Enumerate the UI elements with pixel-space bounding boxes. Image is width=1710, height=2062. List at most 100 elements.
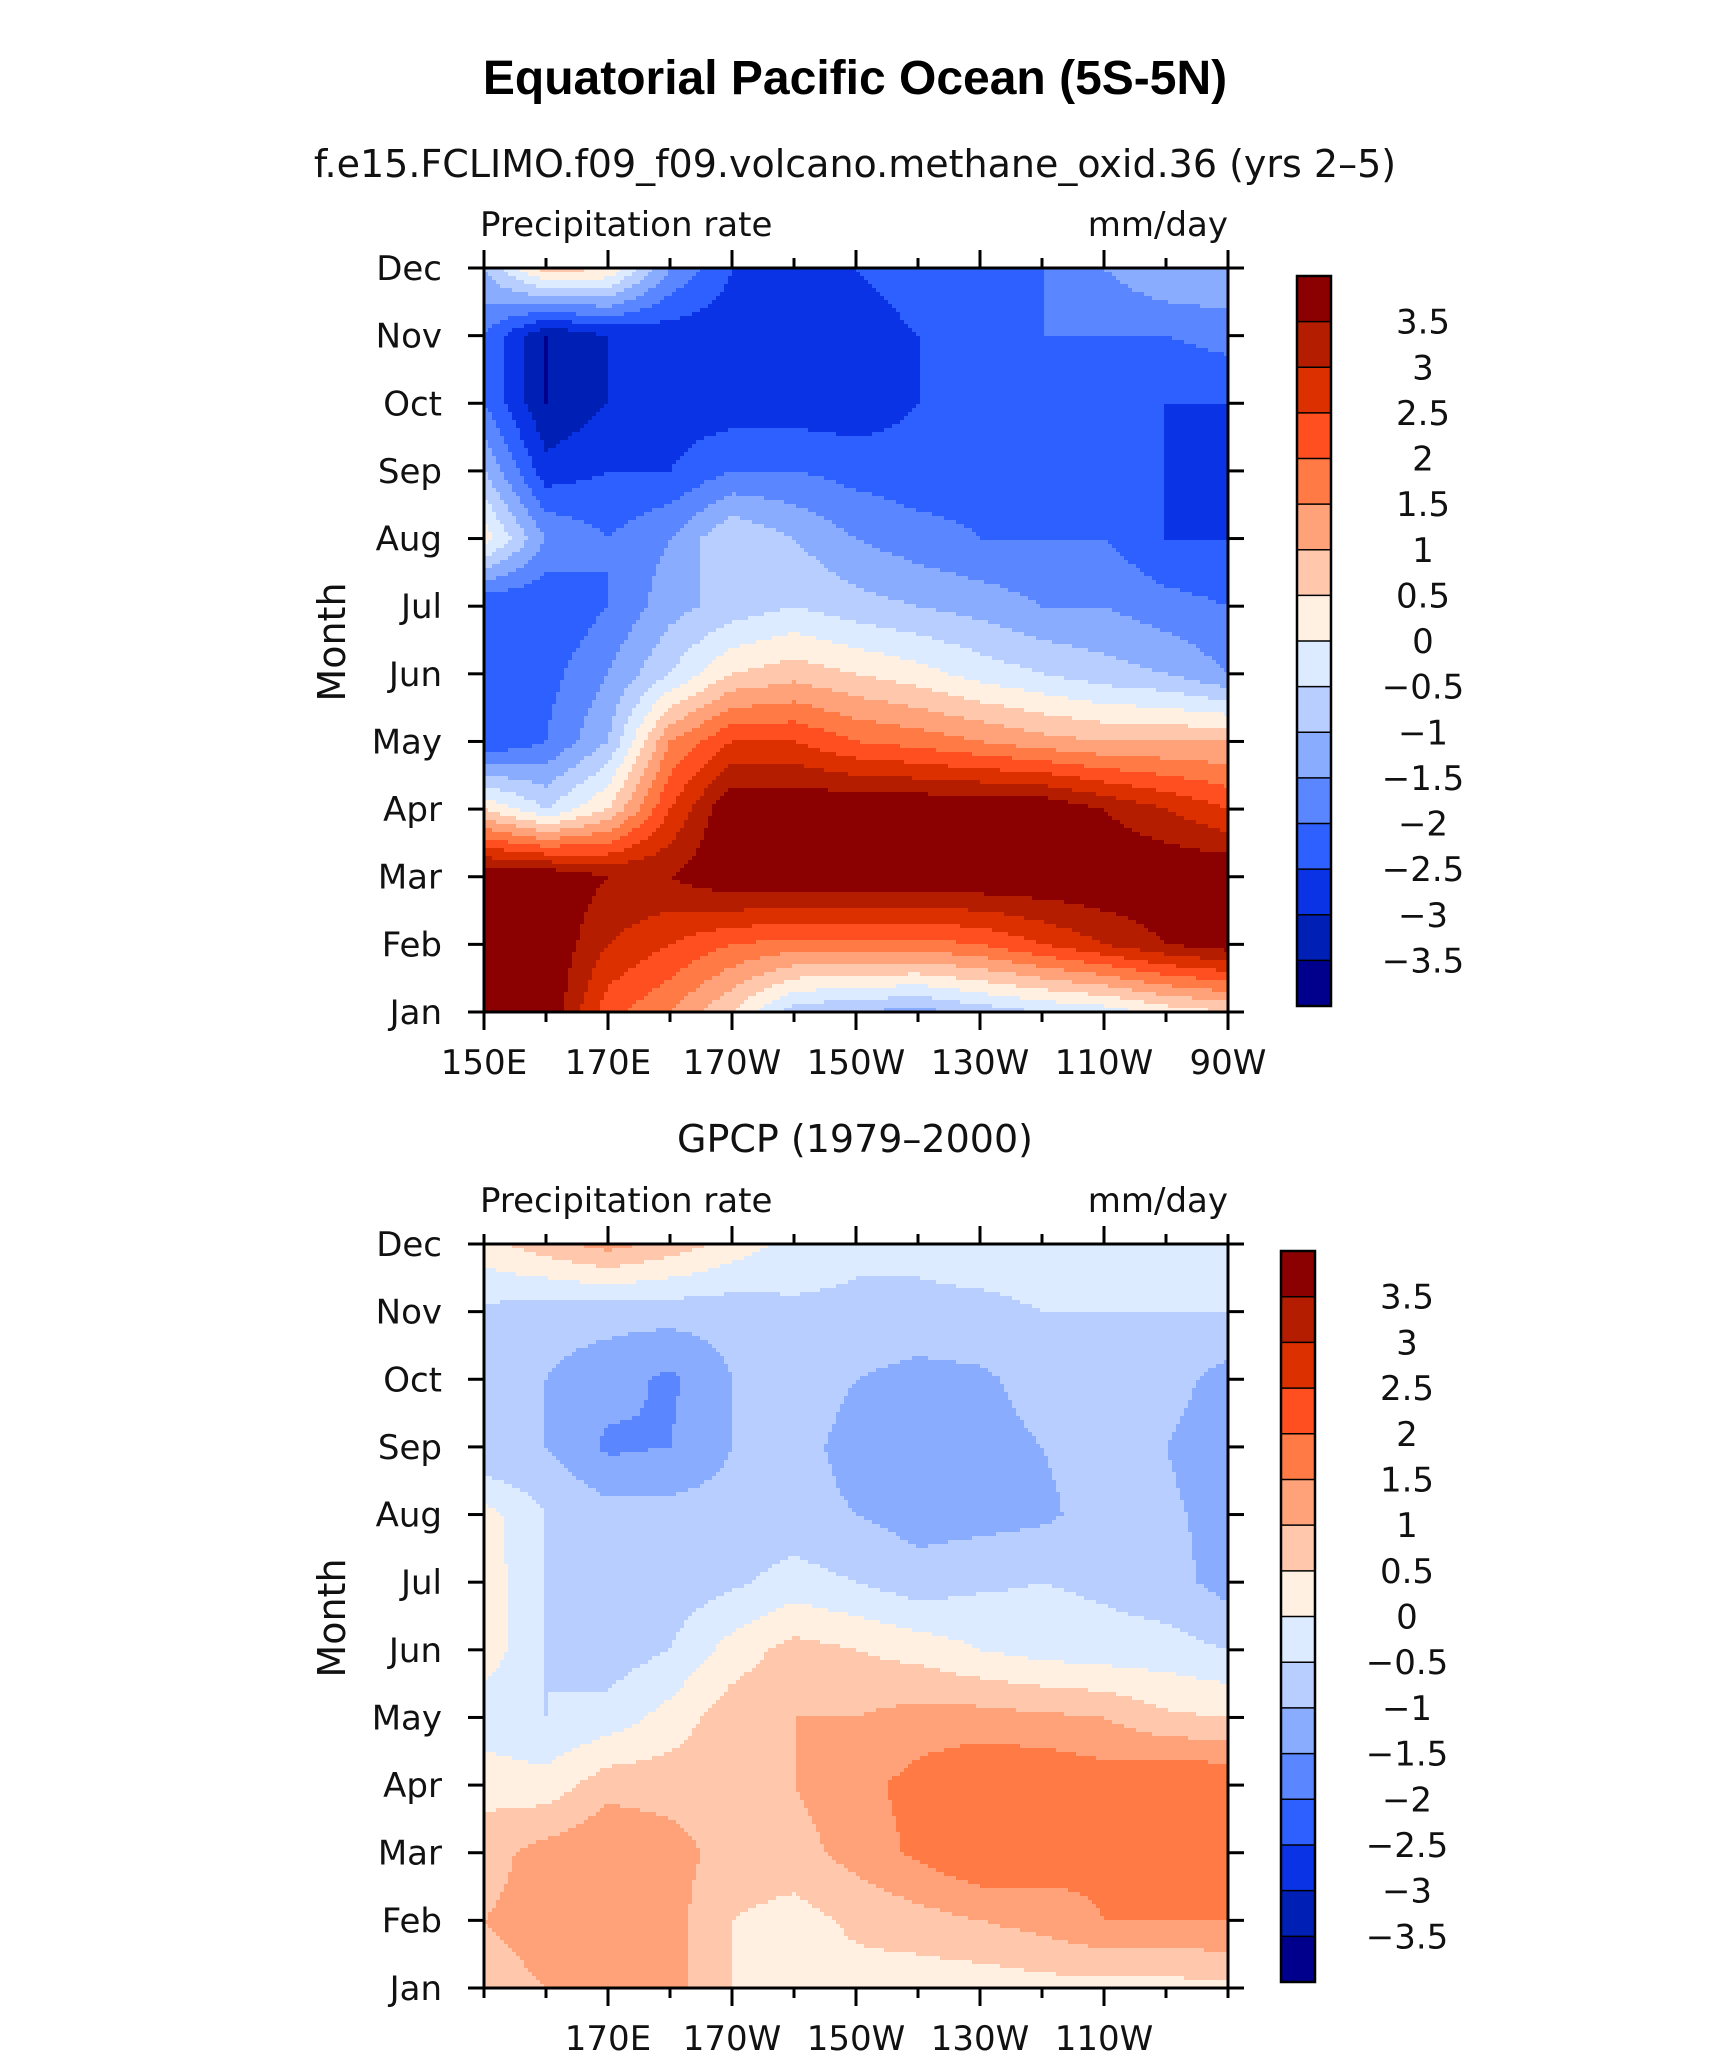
panel-model-cell [856, 536, 981, 541]
panel-model-cell [500, 788, 573, 793]
panel-model-cell [932, 688, 1025, 693]
panel-model-cell [548, 400, 609, 405]
panel-model-cell [1172, 984, 1228, 989]
panel-obs-cell [484, 1372, 549, 1377]
colorbar-model-swatch [1297, 914, 1331, 961]
panel-model-cell [572, 808, 605, 813]
panel-obs-cell [600, 1448, 649, 1453]
panel-obs-cell [956, 1876, 1228, 1881]
panel-model-cell [660, 640, 701, 645]
panel-obs-cell [892, 1812, 1228, 1817]
panel-model-cell [756, 940, 957, 945]
panel-model-cell [688, 816, 709, 821]
panel-obs-cell [652, 1376, 681, 1381]
panel-model-cell [484, 360, 505, 365]
panel-obs-cell [676, 1404, 733, 1409]
panel-model-cell [636, 676, 665, 681]
panel-obs-cell [1008, 1396, 1193, 1401]
panel-model-cell [688, 712, 721, 717]
panel-model-cell [592, 832, 629, 837]
panel-obs-cell [856, 1380, 1001, 1385]
panel-model-cell [552, 804, 581, 809]
panel-model-cell [552, 780, 585, 785]
panel-model-cell [528, 484, 545, 489]
panel-obs-cell [884, 1888, 1069, 1893]
panel-model-cell [896, 500, 1165, 505]
panel-model-cell [1036, 964, 1113, 969]
panel-obs-cell [484, 1256, 553, 1261]
panel-obs-cell [484, 1384, 545, 1389]
panel-model-cell [928, 792, 1097, 797]
panel-model-cell [824, 728, 925, 733]
panel-model-cell [484, 456, 497, 461]
panel-obs-cell [688, 1944, 733, 1949]
panel-obs-cell [1076, 1752, 1228, 1757]
panel-obs-cell [1056, 1480, 1177, 1485]
panel-model-cell [708, 952, 781, 957]
panel-model-cell [608, 572, 657, 577]
panel-model-cell [684, 492, 733, 497]
panel-obs-cell [484, 1360, 561, 1365]
panel-model-cell [592, 968, 629, 973]
panel-model-cell [716, 500, 785, 505]
panel-model-cell [708, 504, 797, 509]
panel-model-cell [552, 716, 585, 721]
panel-obs-cell [1020, 1928, 1228, 1933]
panel-model-cell [1076, 736, 1228, 741]
panel-obs-cell [536, 1976, 689, 1981]
panel-model-ytick-label: Jan [388, 993, 442, 1033]
panel-model-cell [576, 648, 621, 653]
panel-obs-cell [956, 1360, 1225, 1365]
panel-model-cell [568, 984, 589, 989]
panel-model-cell [764, 524, 837, 529]
panel-obs-cell [692, 1612, 769, 1617]
panel-model-cell [1164, 500, 1228, 505]
panel-model-cell [592, 872, 677, 877]
panel-obs-cell [724, 1360, 901, 1365]
panel-obs-cell [1136, 1728, 1228, 1733]
panel-obs-xtick-label: 150W [807, 2019, 906, 2059]
panel-model-cell [840, 668, 941, 673]
panel-obs-cell [796, 1756, 921, 1761]
panel-obs-cell [928, 1864, 1228, 1869]
panel-obs-cell [580, 1780, 797, 1785]
panel-obs-cell [484, 1836, 549, 1841]
panel-obs-cell [484, 1608, 509, 1613]
panel-model-cell [1164, 520, 1228, 525]
panel-obs-cell [712, 1476, 837, 1481]
panel-model-cell [652, 576, 701, 581]
colorbar-obs-swatch [1281, 1662, 1315, 1709]
panel-model-cell [548, 784, 577, 789]
panel-obs-cell [848, 1280, 937, 1285]
panel-obs-cell [740, 1912, 825, 1917]
panel-obs-cell [680, 1376, 733, 1381]
panel-model-cell [1116, 796, 1193, 801]
panel-model-cell [1040, 976, 1121, 981]
panel-model-cell [504, 440, 525, 445]
panel-model-cell [900, 312, 1045, 317]
panel-model-cell [636, 756, 653, 761]
panel-model-cell [744, 1000, 773, 1005]
panel-obs-cell [836, 1480, 1057, 1485]
panel-model-cell [532, 492, 685, 497]
panel-obs-cell [484, 1920, 689, 1925]
panel-obs-cell [1048, 1456, 1169, 1461]
panel-model-cell [508, 508, 529, 513]
panel-obs-cell [1084, 1596, 1221, 1601]
panel-model-cell [864, 648, 973, 653]
panel-model-cell [560, 828, 613, 833]
panel-model-cell [612, 840, 641, 845]
panel-model-cell [1200, 956, 1228, 961]
panel-model-cell [960, 988, 1049, 993]
panel-obs-cell [828, 1608, 1117, 1613]
panel-model-cell [484, 596, 609, 601]
panel-model-cell [484, 808, 489, 813]
panel-model-cell [484, 736, 549, 741]
panel-obs-cell [536, 1252, 681, 1257]
panel-obs-cell [544, 1568, 769, 1573]
panel-model-cell [608, 388, 921, 393]
panel-model-cell [652, 580, 701, 585]
colorbar-model-label: −2 [1398, 805, 1448, 845]
panel-model-cell [1164, 432, 1228, 437]
panel-obs-cell [484, 1448, 549, 1453]
